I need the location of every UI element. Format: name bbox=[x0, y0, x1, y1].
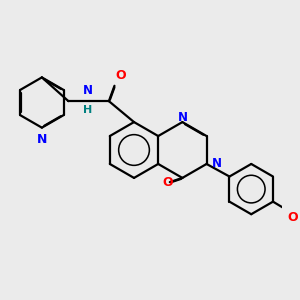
Text: N: N bbox=[177, 111, 188, 124]
Text: N: N bbox=[212, 158, 222, 170]
Text: O: O bbox=[116, 69, 127, 82]
Text: O: O bbox=[287, 212, 298, 224]
Text: N: N bbox=[83, 84, 93, 97]
Text: O: O bbox=[162, 176, 173, 189]
Text: H: H bbox=[83, 105, 93, 115]
Text: N: N bbox=[37, 133, 47, 146]
